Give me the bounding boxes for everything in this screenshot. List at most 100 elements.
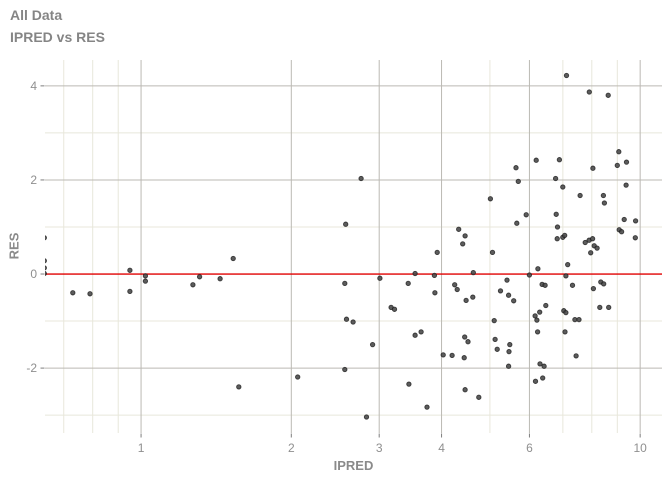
data-point [542,282,548,288]
data-point [424,404,430,410]
data-point [506,348,512,355]
data-point [600,192,607,199]
data-point [621,216,627,223]
data-point [540,375,546,381]
data-point [601,200,608,206]
data-point [412,332,418,338]
data-point [491,317,497,324]
data-point [343,221,349,227]
data-point [623,182,629,188]
data-point [534,329,541,335]
data-point [45,258,47,264]
data-point [418,329,424,335]
data-point [582,239,588,246]
data-point [573,353,579,359]
data-point [236,384,242,390]
data-point [127,288,133,295]
data-point [432,290,438,296]
data-point [405,280,411,287]
data-point [465,339,471,345]
data-point [127,267,133,273]
data-point [462,334,468,340]
data-point [342,280,348,287]
data-point [190,282,196,288]
data-point [623,159,630,165]
data-point [554,224,561,230]
data-point [196,274,203,280]
data-point [590,165,596,171]
data-point [358,175,364,182]
data-point [594,245,600,251]
data-point [45,270,47,277]
data-point [142,278,149,284]
data-point [476,394,482,400]
data-point [589,236,596,242]
data-point [470,294,476,300]
data-point [632,235,638,241]
data-point [556,157,563,163]
data-point [576,316,582,323]
data-point [391,306,398,312]
data-point [515,178,521,185]
data-point [87,291,93,297]
y-tick-label: -2 [26,361,37,375]
data-point [454,286,460,293]
data-point [543,302,549,309]
data-point [460,241,466,247]
data-point [494,346,500,352]
data-point [597,304,603,311]
data-point [562,232,568,239]
points-layer [45,72,639,420]
data-point [537,309,543,315]
data-point [534,317,540,323]
x-tick-label: 3 [376,441,383,455]
data-point [463,297,469,304]
data-point [562,329,568,335]
data-point [588,250,594,256]
data-point [532,378,539,384]
data-point [505,292,512,298]
data-point [614,162,620,169]
data-point [533,157,539,163]
data-point [295,374,301,380]
data-point [456,226,462,232]
data-point [489,249,496,256]
data-point [616,149,622,155]
data-point [505,363,512,369]
x-tick-label: 6 [526,441,533,455]
data-point [452,282,458,288]
data-point [554,236,560,242]
data-point [492,336,498,343]
data-point [377,275,383,281]
data-point [470,269,476,276]
data-point [606,304,612,311]
data-point [217,276,223,282]
data-point [563,273,569,279]
data-point [412,270,418,277]
chart-title: All Data [10,7,63,23]
data-point [230,255,236,262]
data-point [541,363,547,369]
x-tick-label: 4 [438,441,445,455]
data-point [563,72,570,79]
x-tick-label: 1 [138,441,145,455]
data-point [553,211,559,217]
data-point [487,196,494,202]
y-axis-title: RES [6,232,22,260]
data-point [618,229,625,235]
data-point [462,233,468,239]
x-tick-label: 2 [288,441,295,455]
data-point [514,220,520,226]
x-tick-label: 10 [633,441,647,455]
data-point [526,272,533,278]
data-point [560,184,566,190]
data-point [605,92,611,98]
data-point [577,192,583,199]
data-point [343,316,350,322]
chart-subtitle: IPRED vs RES [10,29,105,45]
data-point [535,266,541,272]
data-point [497,288,504,294]
data-point [440,352,446,358]
